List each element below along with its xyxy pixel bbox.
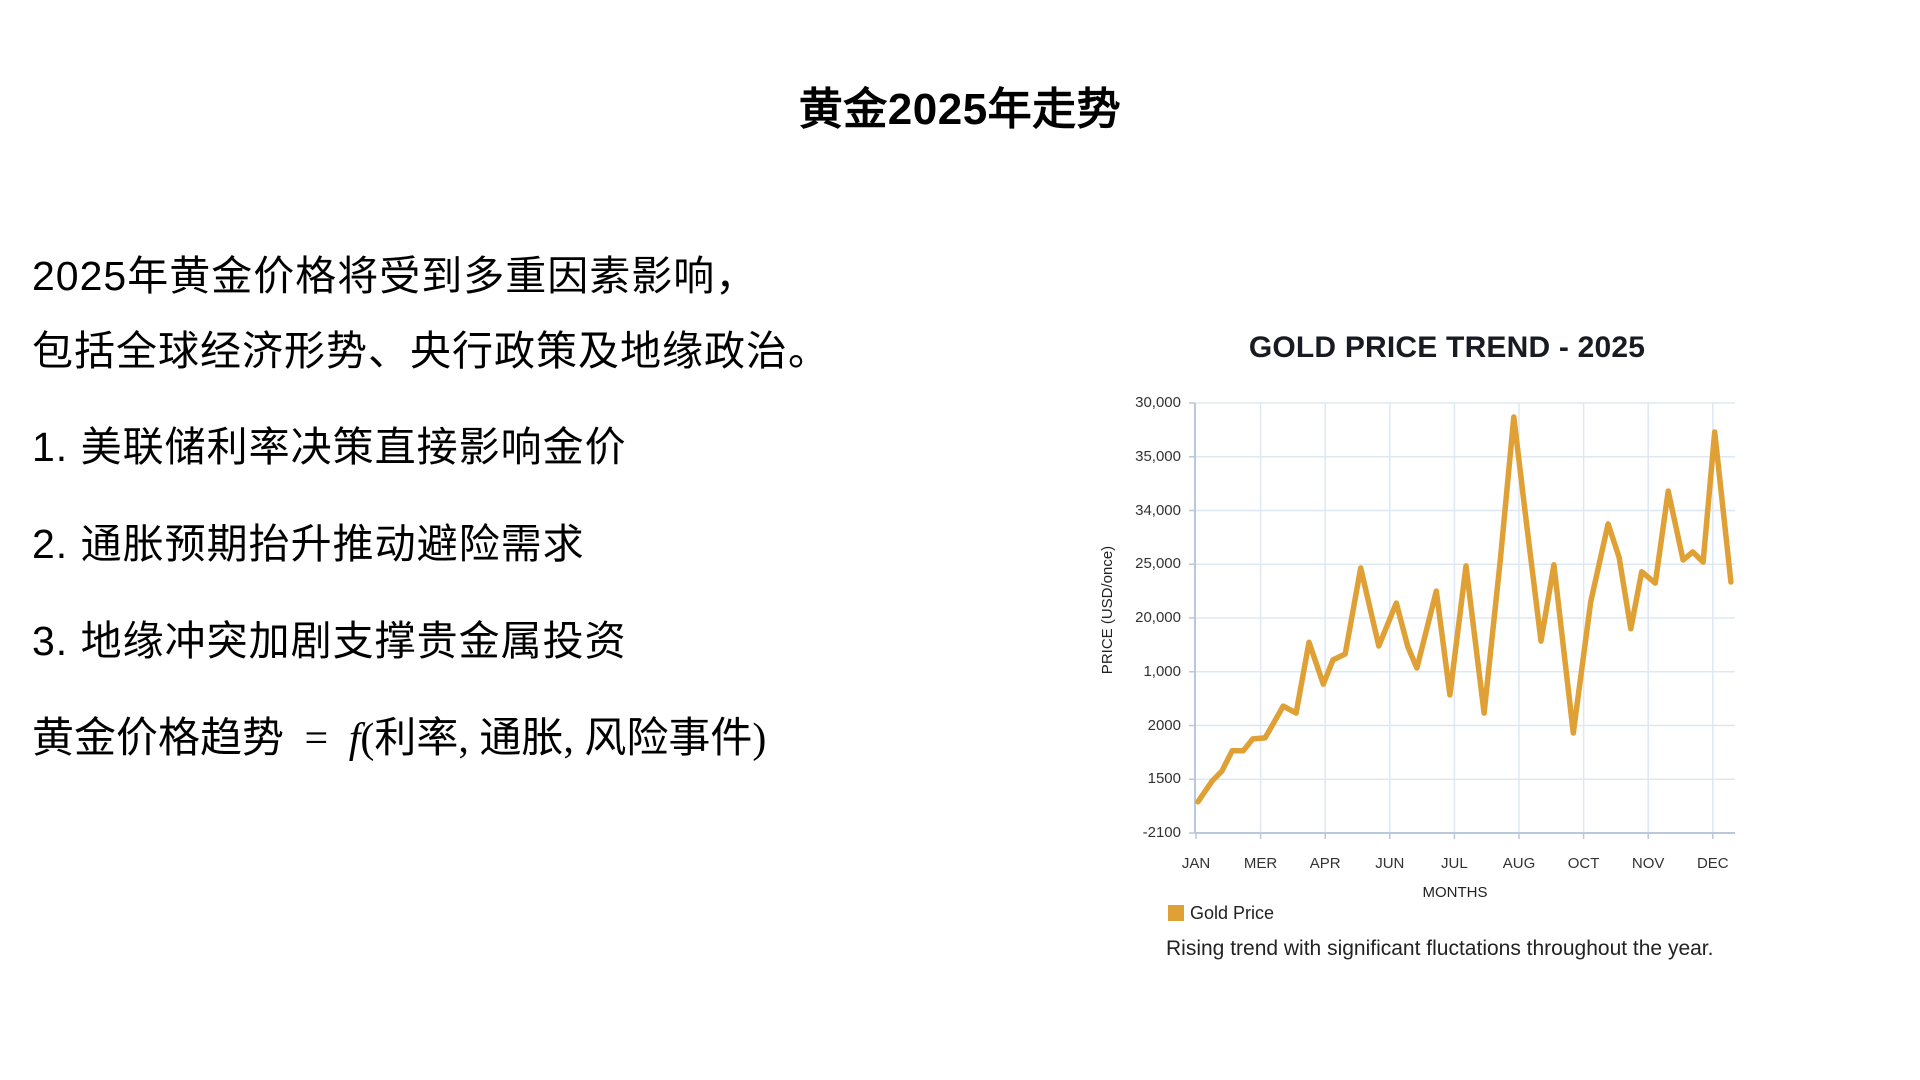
list-item-2: 2. 通胀预期抬升推动避险需求 <box>32 521 585 567</box>
y-axis-title: PRICE (USD/once) <box>1099 545 1116 675</box>
y-tick-label: 34,000 <box>1135 501 1181 519</box>
x-tick-label: APR <box>1309 855 1341 872</box>
y-tick-label: 35,000 <box>1135 447 1181 465</box>
x-tick-label: JAN <box>1181 855 1211 872</box>
y-tick-label: -2100 <box>1142 824 1181 841</box>
x-tick-label: JUL <box>1441 855 1468 872</box>
y-tick-label: 30,000 <box>1135 394 1181 411</box>
x-tick-label: OCT <box>1567 855 1600 872</box>
list-item-1: 1. 美联储利率决策直接影响金价 <box>32 424 627 470</box>
formula: 黄金价格趋势 = f(利率, 通胀, 风险事件) <box>32 711 766 767</box>
x-tick-label: JUN <box>1375 855 1405 872</box>
intro-line-1: 2025年黄金价格将受到多重因素影响， <box>32 253 758 299</box>
y-tick-label: 1500 <box>1147 770 1181 788</box>
formula-function: f <box>348 716 361 762</box>
y-tick-label: 1,000 <box>1143 662 1181 680</box>
y-tick-label: 2000 <box>1147 716 1181 734</box>
formula-args: (利率, 通胀, 风险事件) <box>360 716 767 762</box>
y-tick-label: 25,000 <box>1135 555 1181 573</box>
intro-line-2: 包括全球经济形势、央行政策及地缘政治。 <box>32 328 830 374</box>
x-tick-label: MER <box>1243 855 1278 872</box>
formula-equals: = <box>304 716 329 762</box>
list-item-3: 3. 地缘冲突加剧支撑贵金属投资 <box>32 618 627 664</box>
x-axis-title: MONTHS <box>1422 884 1488 901</box>
slide-title: 黄金2025年走势 <box>798 85 1122 134</box>
x-tick-label: DEC <box>1696 855 1729 872</box>
gold-price-line <box>1195 414 1734 805</box>
chart-caption: Rising trend with significant fluctation… <box>1166 937 1714 960</box>
x-tick-label: NOV <box>1631 855 1665 872</box>
chart-legend: Gold Price <box>1168 903 1274 923</box>
x-tick-label: AUG <box>1502 855 1536 872</box>
chart-gridlines <box>1195 402 1735 833</box>
chart-title: GOLD PRICE TREND - 2025 <box>1248 331 1646 364</box>
legend-label: Gold Price <box>1190 903 1275 923</box>
chart-axes <box>1189 402 1735 839</box>
legend-swatch-icon <box>1168 905 1184 921</box>
formula-lhs: 黄金价格趋势 <box>32 716 285 762</box>
y-tick-label: 20,000 <box>1135 609 1181 626</box>
